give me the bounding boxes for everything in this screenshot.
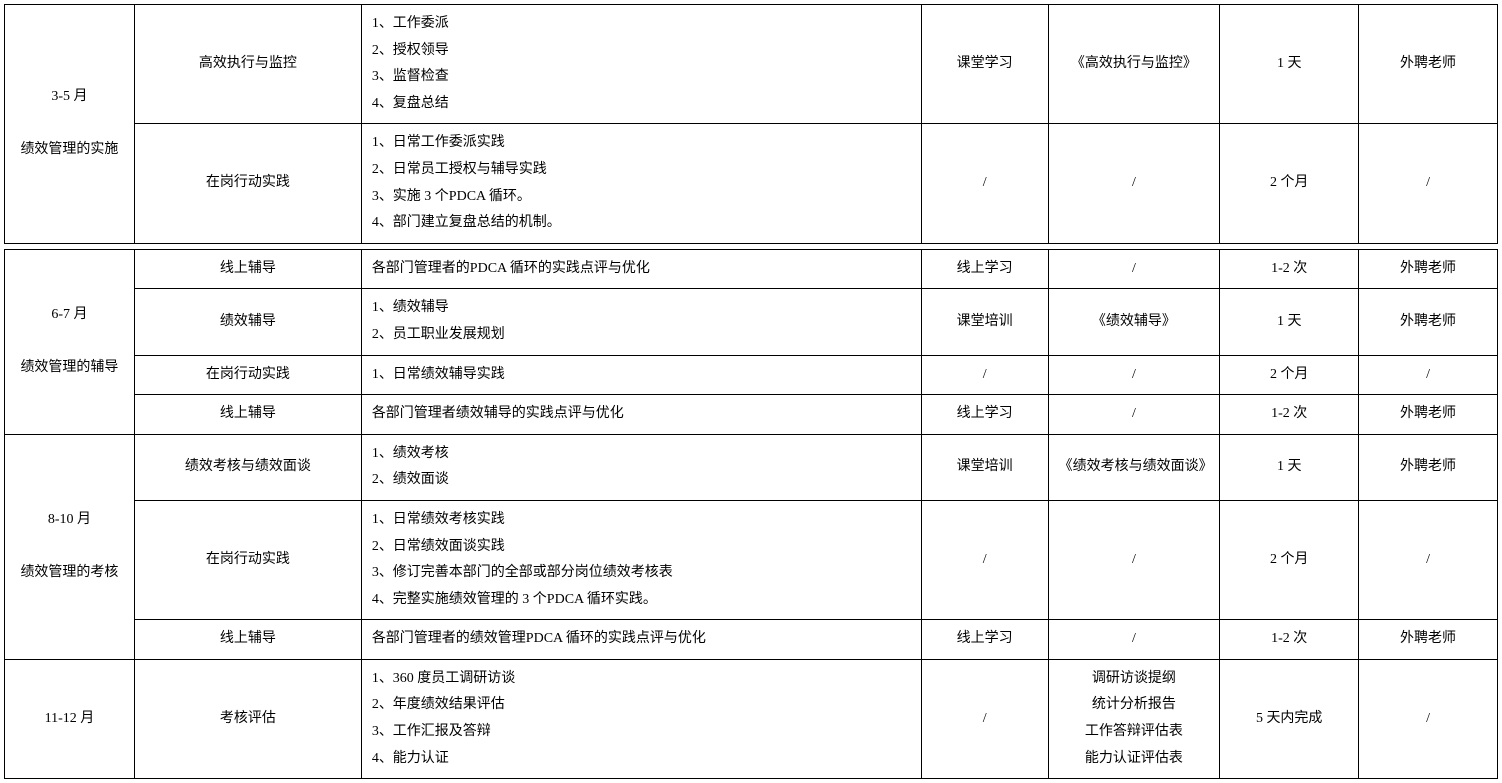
trainer-cell: / [1359, 124, 1498, 243]
duration-cell: 1-2 次 [1220, 620, 1359, 660]
topic-cell: 在岗行动实践 [134, 500, 361, 619]
table-row: 线上辅导 各部门管理者的绩效管理PDCA 循环的实践点评与优化 线上学习 / 1… [5, 620, 1498, 660]
topic-cell: 在岗行动实践 [134, 124, 361, 243]
table-row: 在岗行动实践 1、日常绩效考核实践 2、日常绩效面谈实践 3、修订完善本部门的全… [5, 500, 1498, 619]
period-cell: 8-10 月 绩效管理的考核 [5, 434, 135, 659]
table-row: 8-10 月 绩效管理的考核 绩效考核与绩效面谈 1、绩效考核 2、绩效面谈 课… [5, 434, 1498, 500]
material-cell: / [1048, 124, 1220, 243]
table-row: 在岗行动实践 1、日常绩效辅导实践 / / 2 个月 / [5, 355, 1498, 395]
training-plan-table: 3-5 月 绩效管理的实施 高效执行与监控 1、工作委派 2、授权领导 3、监督… [4, 4, 1498, 779]
method-cell: 课堂培训 [921, 289, 1048, 355]
method-cell: 课堂培训 [921, 434, 1048, 500]
trainer-cell: 外聘老师 [1359, 249, 1498, 289]
content-cell: 1、日常绩效考核实践 2、日常绩效面谈实践 3、修订完善本部门的全部或部分岗位绩… [361, 500, 921, 619]
trainer-cell: 外聘老师 [1359, 289, 1498, 355]
topic-cell: 线上辅导 [134, 249, 361, 289]
content-cell: 1、360 度员工调研访谈 2、年度绩效结果评估 3、工作汇报及答辩 4、能力认… [361, 659, 921, 778]
content-cell: 1、日常工作委派实践 2、日常员工授权与辅导实践 3、实施 3 个PDCA 循环… [361, 124, 921, 243]
topic-cell: 高效执行与监控 [134, 5, 361, 124]
table-row: 11-12 月 考核评估 1、360 度员工调研访谈 2、年度绩效结果评估 3、… [5, 659, 1498, 778]
duration-cell: 2 个月 [1220, 500, 1359, 619]
trainer-cell: 外聘老师 [1359, 434, 1498, 500]
topic-cell: 考核评估 [134, 659, 361, 778]
content-cell: 1、日常绩效辅导实践 [361, 355, 921, 395]
material-cell: 《绩效辅导》 [1048, 289, 1220, 355]
duration-cell: 1 天 [1220, 434, 1359, 500]
table-row: 6-7 月 绩效管理的辅导 线上辅导 各部门管理者的PDCA 循环的实践点评与优… [5, 249, 1498, 289]
method-cell: / [921, 355, 1048, 395]
content-cell: 1、绩效辅导 2、员工职业发展规划 [361, 289, 921, 355]
table-row: 在岗行动实践 1、日常工作委派实践 2、日常员工授权与辅导实践 3、实施 3 个… [5, 124, 1498, 243]
duration-cell: 2 个月 [1220, 124, 1359, 243]
content-cell: 1、绩效考核 2、绩效面谈 [361, 434, 921, 500]
topic-cell: 绩效考核与绩效面谈 [134, 434, 361, 500]
table-row: 3-5 月 绩效管理的实施 高效执行与监控 1、工作委派 2、授权领导 3、监督… [5, 5, 1498, 124]
method-cell: / [921, 124, 1048, 243]
trainer-cell: / [1359, 355, 1498, 395]
method-cell: 线上学习 [921, 249, 1048, 289]
duration-cell: 2 个月 [1220, 355, 1359, 395]
method-cell: / [921, 659, 1048, 778]
period-cell: 6-7 月 绩效管理的辅导 [5, 249, 135, 434]
duration-cell: 1 天 [1220, 289, 1359, 355]
topic-cell: 绩效辅导 [134, 289, 361, 355]
material-cell: / [1048, 395, 1220, 435]
duration-cell: 1 天 [1220, 5, 1359, 124]
duration-cell: 5 天内完成 [1220, 659, 1359, 778]
duration-cell: 1-2 次 [1220, 249, 1359, 289]
trainer-cell: / [1359, 659, 1498, 778]
trainer-cell: 外聘老师 [1359, 395, 1498, 435]
material-cell: / [1048, 355, 1220, 395]
material-cell: 调研访谈提纲 统计分析报告 工作答辩评估表 能力认证评估表 [1048, 659, 1220, 778]
material-cell: / [1048, 500, 1220, 619]
method-cell: 线上学习 [921, 620, 1048, 660]
trainer-cell: 外聘老师 [1359, 620, 1498, 660]
topic-cell: 在岗行动实践 [134, 355, 361, 395]
period-cell: 11-12 月 [5, 659, 135, 778]
topic-cell: 线上辅导 [134, 395, 361, 435]
duration-cell: 1-2 次 [1220, 395, 1359, 435]
trainer-cell: / [1359, 500, 1498, 619]
material-cell: / [1048, 620, 1220, 660]
content-cell: 各部门管理者的绩效管理PDCA 循环的实践点评与优化 [361, 620, 921, 660]
content-cell: 各部门管理者绩效辅导的实践点评与优化 [361, 395, 921, 435]
period-cell: 3-5 月 绩效管理的实施 [5, 5, 135, 244]
material-cell: 《绩效考核与绩效面谈》 [1048, 434, 1220, 500]
method-cell: 线上学习 [921, 395, 1048, 435]
table-row: 线上辅导 各部门管理者绩效辅导的实践点评与优化 线上学习 / 1-2 次 外聘老… [5, 395, 1498, 435]
material-cell: / [1048, 249, 1220, 289]
table-row: 绩效辅导 1、绩效辅导 2、员工职业发展规划 课堂培训 《绩效辅导》 1 天 外… [5, 289, 1498, 355]
method-cell: 课堂学习 [921, 5, 1048, 124]
material-cell: 《高效执行与监控》 [1048, 5, 1220, 124]
topic-cell: 线上辅导 [134, 620, 361, 660]
content-cell: 1、工作委派 2、授权领导 3、监督检查 4、复盘总结 [361, 5, 921, 124]
content-cell: 各部门管理者的PDCA 循环的实践点评与优化 [361, 249, 921, 289]
method-cell: / [921, 500, 1048, 619]
trainer-cell: 外聘老师 [1359, 5, 1498, 124]
